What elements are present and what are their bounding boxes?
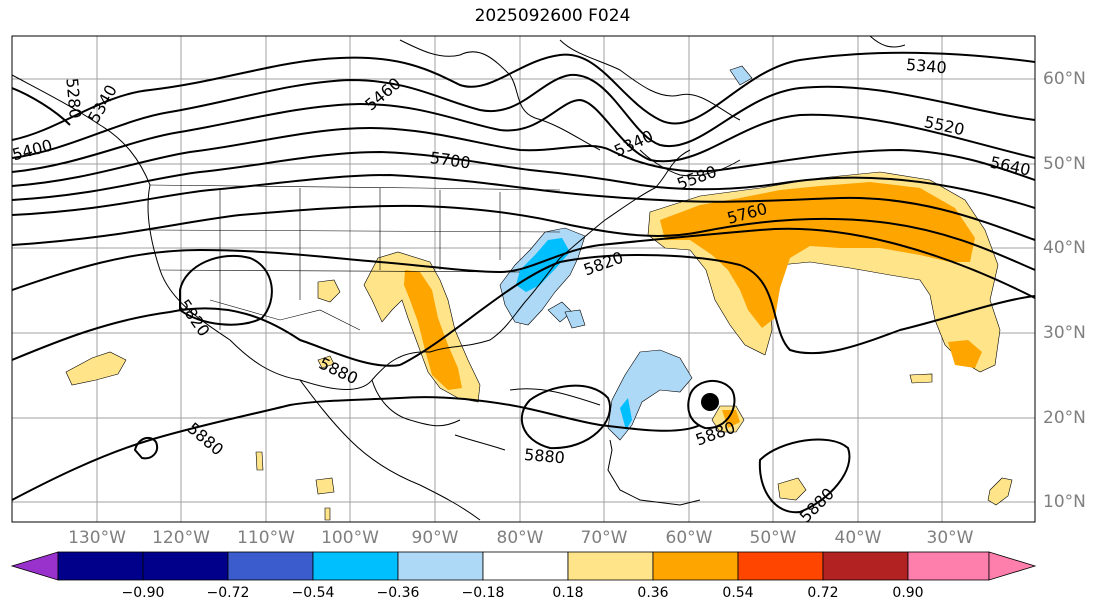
colorbar-segment [737,551,824,581]
colorbar-tick-label: 0.72 [807,585,839,601]
lon-label: 50°W [749,528,797,548]
contour-label: 5520 [922,112,966,139]
contour-label: 5880 [693,418,738,450]
colorbar-segment [822,551,909,581]
lon-label: 90°W [411,528,459,548]
lat-label: 10°N [1043,492,1086,512]
colorbar [10,551,1037,581]
plot-title: 2025092600 F024 [474,6,631,26]
colorbar-segment [567,551,654,581]
colorbar-segment [312,551,399,581]
contour-label: 5340 [905,55,947,77]
colorbar-tick-label: −0.72 [206,585,250,601]
contour-label: 5340 [84,81,121,126]
colorbar-tick-label: 0.18 [552,585,584,601]
colorbar-segment [57,551,144,581]
lon-label: 80°W [496,528,544,548]
colorbar-tick-label: −0.18 [461,585,505,601]
map-content: 5460 5340 5520 5640 5700 5580 5340 5400 … [12,36,1035,522]
contour-label: 5340 [611,126,656,160]
colorbar-segment [907,551,990,581]
lon-label: 60°W [665,528,713,548]
lon-label: 100°W [321,528,379,548]
positive-anomaly-strong [404,182,982,428]
contour-label: 5280 [62,77,84,119]
colorbar-tick-label: 0.54 [722,585,754,601]
colorbar-tick-label: 0.90 [892,585,924,601]
colorbar-segment [142,551,229,581]
lat-label: 20°N [1043,408,1086,428]
lat-label: 50°N [1043,154,1086,174]
colorbar-tick-label: −0.54 [291,585,335,601]
colorbar-tick-label: −0.36 [376,585,420,601]
lon-label: 110°W [237,528,295,548]
storm-center-dot [701,393,719,411]
colorbar-segment [397,551,484,581]
height-contours [12,51,1035,514]
lon-label: 130°W [68,528,126,548]
negative-anomaly-strong [516,238,632,430]
lon-label: 70°W [580,528,628,548]
lat-label: 30°N [1043,323,1086,343]
contour-label: 5880 [523,445,565,467]
colorbar-tick-label: 0.36 [637,585,669,601]
colorbar-segment [482,551,569,581]
lat-label: 40°N [1043,238,1086,258]
contour-label: 5820 [581,248,626,280]
colorbar-segment [652,551,739,581]
lon-label: 30°W [926,528,974,548]
state-borders [149,184,561,331]
lat-label: 60°N [1043,69,1086,89]
colorbar-extend-low [10,551,59,581]
lon-label: 120°W [152,528,210,548]
colorbar-extend-high [988,551,1037,581]
coastlines [12,36,906,521]
lon-label: 40°W [834,528,882,548]
map-frame [11,35,1036,523]
colorbar-segment [227,551,314,581]
colorbar-tick-label: −0.90 [121,585,165,601]
